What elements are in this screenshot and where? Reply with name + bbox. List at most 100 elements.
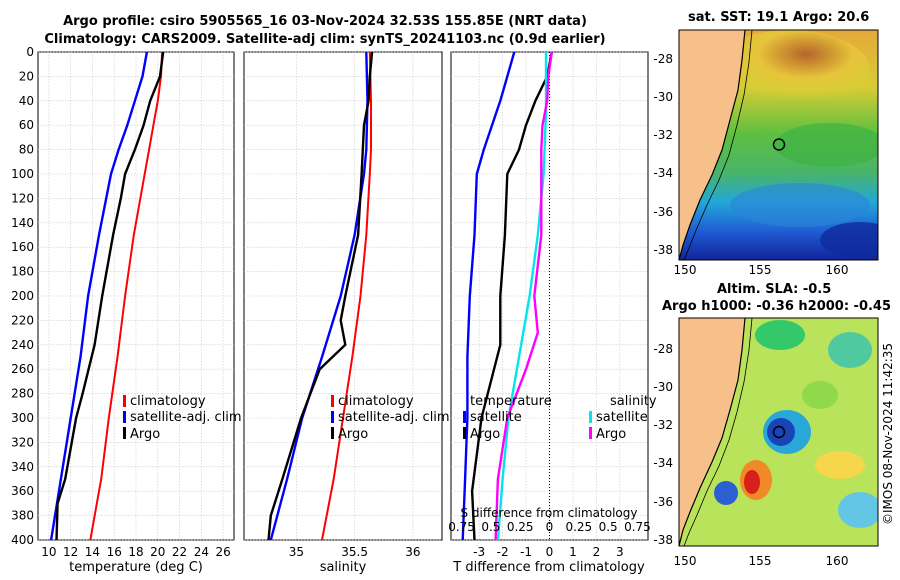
- map-lat-tick-label: -38: [653, 533, 673, 547]
- x-tick-label: 12: [63, 545, 78, 559]
- figure-title-line2: Climatology: CARS2009. Satellite-adj cli…: [44, 32, 606, 47]
- depth-tick-label: 220: [11, 313, 34, 327]
- map-lat-tick-label: -38: [653, 243, 673, 257]
- s-difference-tick-label: 0.75: [624, 520, 651, 534]
- difference-legend: temperature satellite Argo salinity sate…: [463, 394, 657, 442]
- map-lat-tick-label: -34: [653, 166, 673, 180]
- depth-tick-label: 20: [19, 69, 34, 83]
- sla-isobath: [683, 318, 753, 546]
- figure-title-line1: Argo profile: csiro 5905565_16 03-Nov-20…: [63, 14, 587, 29]
- map-lat-tick-label: -30: [653, 90, 673, 104]
- sst-isobath: [683, 30, 753, 260]
- series-line-climatology: [89, 52, 164, 540]
- legend-label-s-argo: Argo: [596, 427, 626, 442]
- depth-tick-label: 120: [11, 191, 34, 205]
- legend-swatch-s-satellite: [589, 411, 592, 423]
- depth-tick-label: 80: [19, 143, 34, 157]
- s-difference-tick-label: 0.5: [481, 520, 500, 534]
- x-tick-label: 1: [569, 545, 577, 559]
- depth-tick-label: 260: [11, 362, 34, 376]
- map-lon-tick-label: 155: [749, 554, 772, 568]
- x-tick-label: 22: [172, 545, 187, 559]
- sla-coastline: [679, 318, 746, 546]
- x-tick-label: 35: [289, 545, 304, 559]
- map-lat-tick-label: -36: [653, 495, 673, 509]
- depth-tick-label: 140: [11, 216, 34, 230]
- x-tick-label: 36: [405, 545, 420, 559]
- temperature-xlabel: temperature (deg C): [69, 560, 203, 575]
- depth-tick-label: 320: [11, 435, 34, 449]
- profile-series: [49, 52, 553, 540]
- sla-float-marker: [772, 425, 786, 439]
- legend-label-satellite: satellite-adj. clim: [130, 410, 242, 425]
- sst-coastline: [679, 30, 746, 260]
- legend-title-temperature: temperature: [470, 394, 552, 409]
- salinity-xlabel: salinity: [320, 560, 367, 575]
- map-lat-tick-label: -32: [653, 418, 673, 432]
- legend-swatch-satellite: [123, 411, 126, 423]
- depth-tick-label: 400: [11, 533, 34, 547]
- x-tick-label: 35.5: [341, 545, 368, 559]
- legend-title-salinity: salinity: [610, 394, 657, 409]
- difference-xlabel: T difference from climatology: [452, 560, 645, 575]
- legend-label-argo: Argo: [338, 427, 368, 442]
- x-tick-label: -2: [497, 545, 509, 559]
- legend-label-t-satellite: satellite: [470, 410, 522, 425]
- legend-label-satellite: satellite-adj. clim: [338, 410, 450, 425]
- x-tick-label: -1: [520, 545, 532, 559]
- sla-eddy-2: [828, 332, 872, 368]
- legend-swatch-climatology: [331, 395, 334, 407]
- series-line-argo: [55, 52, 165, 540]
- x-tick-label: 3: [616, 545, 624, 559]
- sla-warm-patch: [815, 451, 865, 479]
- sst-float-marker: [772, 138, 786, 151]
- sla-cold-eddy-2: [714, 481, 738, 505]
- depth-tick-label: 40: [19, 94, 34, 108]
- series-line-climatology: [321, 52, 372, 540]
- legend-swatch-s-argo: [589, 427, 592, 439]
- series-line-salinity-argo: [494, 52, 553, 540]
- legend-label-climatology: climatology: [130, 394, 206, 409]
- legend-label-s-satellite: satellite: [596, 410, 648, 425]
- sla-land: [679, 318, 745, 546]
- sst-land: [679, 30, 745, 260]
- x-tick-labels: 10 12 14 16 18 20 22 24 26 35 35.5 36 -3 -2 -1 0 1 2 3: [41, 545, 623, 559]
- map-lat-tick-label: -28: [653, 52, 673, 66]
- map-lon-tick-label: 150: [674, 263, 697, 277]
- profile-gridlines: [38, 51, 648, 541]
- depth-tick-label: 100: [11, 167, 34, 181]
- map-lon-tick-label: 150: [674, 554, 697, 568]
- map-lon-tick-label: 160: [826, 554, 849, 568]
- sla-cool-patch: [838, 492, 878, 528]
- legend-swatch-climatology: [123, 395, 126, 407]
- sla-map: [679, 318, 878, 546]
- legend-label-climatology: climatology: [338, 394, 414, 409]
- sla-map-title-line1: Altim. SLA: -0.5: [717, 282, 832, 297]
- series-line-temperature-argo: [470, 52, 553, 540]
- legend-swatch-satellite: [331, 411, 334, 423]
- legend-swatch-argo: [123, 427, 126, 439]
- temperature-legend: climatology satellite-adj. clim Argo: [123, 394, 242, 442]
- salinity-legend: climatology satellite-adj. clim Argo: [331, 394, 450, 442]
- sst-map: [679, 30, 878, 260]
- sla-eddy-1: [755, 320, 805, 350]
- depth-tick-label: 340: [11, 460, 34, 474]
- x-tick-label: 26: [215, 545, 230, 559]
- depth-tick-label: 180: [11, 265, 34, 279]
- map-lon-tick-label: 160: [826, 263, 849, 277]
- x-tick-label: 10: [41, 545, 56, 559]
- depth-tick-label: 0: [26, 45, 34, 59]
- depth-tick-labels: 0 20 40 60 80 100 120 140 160 180 200 220 240 260 280 3…: [11, 45, 34, 547]
- depth-tick-label: 240: [11, 338, 34, 352]
- legend-label-argo: Argo: [130, 427, 160, 442]
- sst-green-patch: [775, 123, 878, 167]
- s-difference-tick-label: 0.75: [448, 520, 475, 534]
- x-tick-label: 2: [593, 545, 601, 559]
- x-tick-label: 16: [107, 545, 122, 559]
- depth-tick-label: 160: [11, 240, 34, 254]
- sst-blue-patch: [730, 183, 870, 227]
- depth-tick-label: 200: [11, 289, 34, 303]
- map-lat-tick-label: -36: [653, 205, 673, 219]
